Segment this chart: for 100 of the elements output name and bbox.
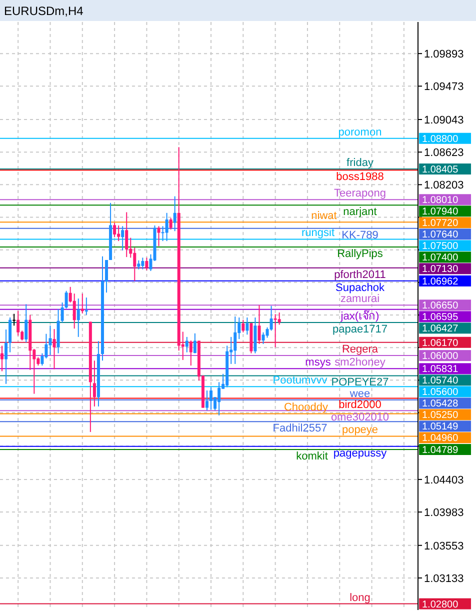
ref-line-label: long (350, 592, 370, 604)
candlestick (64, 290, 68, 309)
ref-line-label: popeye (342, 424, 378, 436)
y-tick-label: 1.08623 (424, 147, 464, 160)
ref-line-label: bird2000 (338, 399, 382, 412)
candlestick (189, 340, 192, 366)
y-tick-label: 1.04403 (424, 474, 464, 486)
y-tick-label: 1.03133 (424, 572, 464, 585)
candlestick (76, 298, 80, 338)
text: 1.07640 (422, 230, 459, 241)
candlestick (16, 310, 20, 336)
candlestick (8, 316, 12, 353)
ref-line-label: msys (305, 356, 332, 369)
ref-line-label: sm2honey (334, 356, 386, 369)
candlestick (48, 325, 52, 356)
candlestick (270, 305, 273, 332)
ref-line-label: pforth2011 (334, 268, 386, 281)
text: 1.06170 (422, 338, 459, 349)
text: 1.06595 (422, 312, 459, 324)
candlestick (274, 314, 277, 348)
ref-line-label: Regera (342, 343, 379, 356)
candlestick (193, 332, 196, 354)
candlestick (246, 316, 249, 336)
y-tick-label: 1.09893 (424, 48, 464, 61)
ref-line-label: papae1717 (332, 323, 388, 336)
candlestick (0, 345, 4, 372)
candlestick (4, 329, 8, 384)
text: 1.06650 (422, 300, 459, 312)
text: 1.05428 (422, 398, 459, 410)
ref-line-label: friday (346, 157, 374, 169)
ref-line-label: komkit (296, 450, 328, 462)
text: 1.05740 (422, 376, 459, 387)
candlestick (125, 212, 128, 258)
candlestick (165, 212, 168, 242)
text: 1.05149 (422, 422, 459, 433)
candlestick (141, 257, 144, 270)
text: 1.07500 (422, 241, 459, 252)
ref-line-label: KK-789 (342, 229, 378, 242)
text: 1.07400 (422, 252, 459, 264)
candlestick (113, 222, 116, 238)
ref-line-label: narjant (343, 206, 377, 218)
text: 1.05600 (422, 387, 459, 398)
candlestick (92, 360, 96, 407)
y-tick-label: 1.09043 (424, 114, 464, 127)
y-tick-label: 1.09473 (424, 81, 464, 94)
candlestick (218, 382, 221, 416)
ref-line-label: rungsit (301, 227, 335, 240)
ref-line-label: Supachok (336, 282, 385, 294)
candlestick (121, 226, 124, 251)
ref-line-label: POPEYE27 (331, 376, 389, 389)
ref-line-label: ome302010 (330, 412, 390, 424)
text: 1.04960 (422, 433, 459, 444)
candlestick (205, 390, 208, 411)
candlestick (24, 304, 28, 343)
ref-line-label: Teerapong (334, 188, 386, 200)
chart-title: EURUSDm,H4 (4, 4, 84, 18)
candlestick (12, 313, 16, 326)
candlestick (52, 328, 56, 370)
ref-line-label: Fadhil2557 (272, 422, 328, 435)
candlestick (84, 297, 88, 316)
text: 1.02800 (422, 599, 459, 610)
text: 1.08405 (422, 164, 459, 176)
ref-line-label: boss1988 (336, 171, 384, 184)
candlestick (60, 302, 64, 323)
candlestick (157, 226, 160, 247)
y-tick-label: 1.08203 (424, 180, 464, 192)
ref-line-label: RallyPips (337, 248, 384, 260)
text: 1.06000 (422, 351, 459, 362)
text: 1.05831 (422, 364, 459, 376)
text: 1.08800 (422, 134, 459, 145)
candlestick (173, 196, 176, 232)
candlestick (262, 332, 265, 345)
ref-line-label: pagepussy (333, 447, 388, 460)
candlestick (145, 257, 148, 271)
text: 1.07130 (422, 264, 459, 276)
text: 1.08010 (422, 195, 459, 206)
candlestick (72, 293, 76, 330)
candlestick (133, 247, 136, 282)
ref-line-label: niwat (311, 210, 337, 222)
text: 1.07940 (422, 206, 459, 218)
ref-line-label: Pootumvvv (272, 374, 328, 387)
candlestick (117, 224, 120, 242)
ref-line-label: poromon (338, 126, 382, 138)
candlestick (210, 386, 213, 410)
text: 1.07720 (422, 218, 459, 230)
candlestick (258, 304, 261, 345)
text: 1.04789 (422, 445, 459, 456)
text: 1.06427 (422, 324, 459, 335)
y-tick-label: 1.03553 (424, 540, 464, 552)
ref-line-label: jax(เจ๊ก) (340, 309, 380, 322)
ref-line-label: wee (348, 388, 370, 400)
text: 1.05250 (422, 410, 459, 422)
candlestick (242, 319, 245, 333)
candlestick (169, 217, 172, 230)
text: 1.06962 (422, 276, 459, 288)
candlestick (185, 336, 188, 353)
candlestick (278, 312, 281, 326)
candlestick (234, 316, 237, 364)
y-tick-label: 1.03983 (424, 507, 464, 520)
ref-line-label: zamurai (340, 293, 380, 306)
